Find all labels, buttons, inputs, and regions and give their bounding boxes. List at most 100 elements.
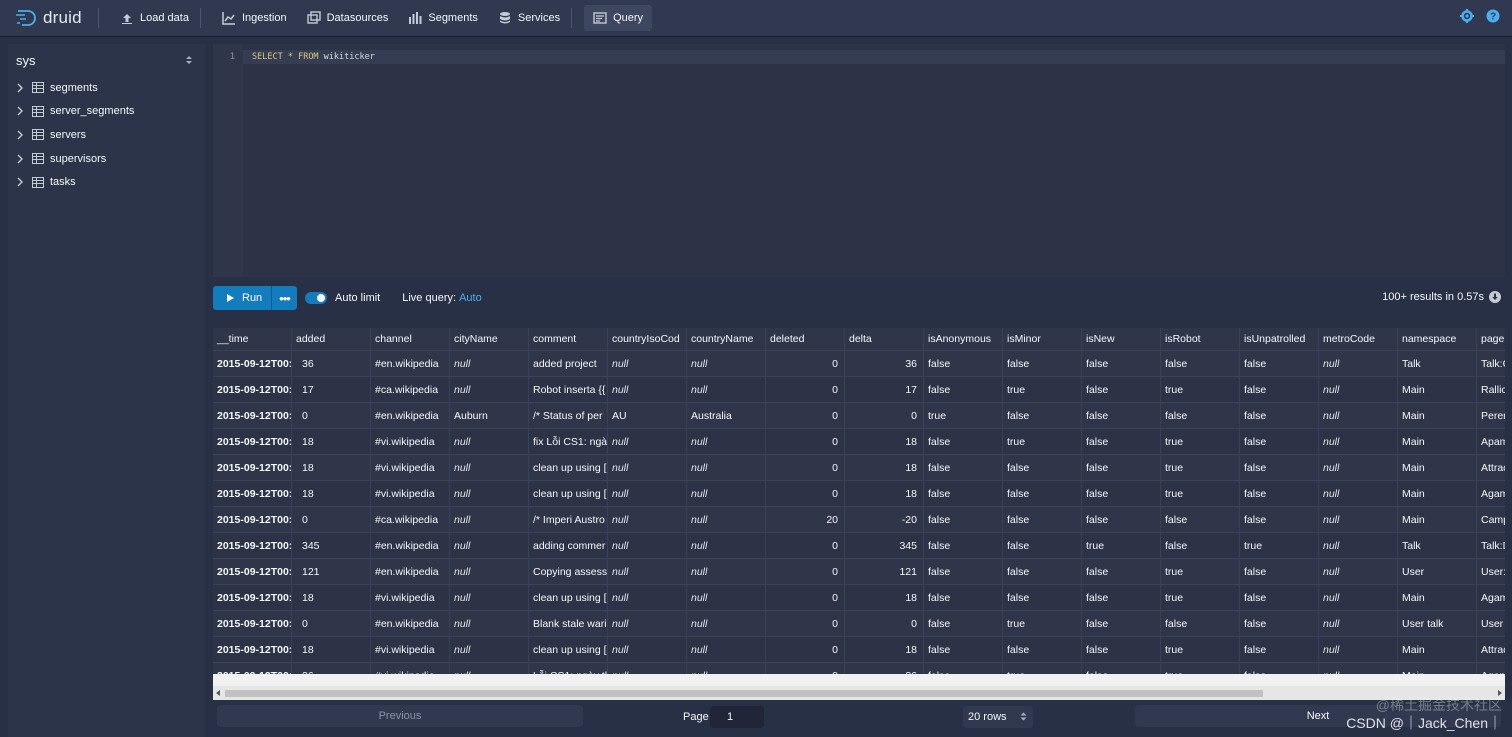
nav-ingestion[interactable]: Ingestion xyxy=(213,5,296,31)
table-cell: Attract xyxy=(1477,455,1505,481)
table-cell: Lỗi CS1: ngày th xyxy=(529,663,608,674)
nav-datasources[interactable]: Datasources xyxy=(298,5,398,31)
scroll-right-arrow-icon[interactable] xyxy=(1498,690,1502,696)
tree-item-segments[interactable]: segments xyxy=(8,76,205,100)
table-row: 2015-09-12T00: 0 #ca.wikipedia null/* Imper… xyxy=(213,506,1505,533)
table-cell: Main xyxy=(1398,663,1477,674)
tree-item-label: tasks xyxy=(50,176,76,189)
tree-item-tasks[interactable]: tasks xyxy=(8,170,205,194)
column-header[interactable]: isMinor xyxy=(1003,328,1082,350)
more-options-button[interactable]: ••• xyxy=(271,286,297,310)
table-cell: Main xyxy=(1398,637,1477,663)
table-cell: true xyxy=(1003,429,1082,455)
auto-limit-toggle[interactable] xyxy=(305,292,327,304)
column-header[interactable]: __time xyxy=(213,328,292,350)
table-cell: true xyxy=(1161,481,1240,507)
nav-load-data[interactable]: Load data xyxy=(111,5,198,31)
download-icon[interactable] xyxy=(1489,291,1501,303)
chevron-right-icon[interactable] xyxy=(16,83,24,93)
tree-item-server-segments[interactable]: server_segments xyxy=(8,100,205,124)
nav-separator xyxy=(571,8,573,28)
table-cell: true xyxy=(1240,533,1319,559)
run-button[interactable]: Run xyxy=(213,286,271,310)
table-cell: 2015-09-12T00: xyxy=(213,663,292,674)
rows-per-page-value: 20 rows xyxy=(968,711,1007,723)
column-header[interactable]: isUnpatrolled xyxy=(1240,328,1319,350)
table-cell: null xyxy=(608,507,687,533)
table-cell: false xyxy=(1082,637,1161,663)
column-header[interactable]: comment xyxy=(529,328,608,350)
chevron-right-icon[interactable] xyxy=(16,106,24,116)
table-cell: 18 xyxy=(845,429,924,455)
table-row: 2015-09-12T00: 0 #en.wikipedia Auburn/* Sta… xyxy=(213,402,1505,429)
nav-label: Services xyxy=(517,12,561,24)
chevron-right-icon[interactable] xyxy=(16,177,24,187)
table-cell: null xyxy=(450,585,529,611)
chevron-right-icon[interactable] xyxy=(16,154,24,164)
column-header[interactable]: delta xyxy=(845,328,924,350)
table-cell: false xyxy=(1082,585,1161,611)
column-header[interactable]: added xyxy=(292,328,371,350)
gear-icon[interactable] xyxy=(1460,9,1474,23)
druid-logo[interactable]: druid xyxy=(16,0,98,36)
table-cell: false xyxy=(1240,351,1319,377)
play-icon xyxy=(227,294,234,302)
column-header[interactable]: isAnonymous xyxy=(924,328,1003,350)
schema-select-value: sys xyxy=(16,52,36,68)
horizontal-scrollbar[interactable] xyxy=(213,674,1505,700)
double-caret-icon xyxy=(1020,712,1027,721)
sql-editor[interactable]: 1 SELECT * FROM wikiticker xyxy=(213,44,1505,277)
tree-item-supervisors[interactable]: supervisors xyxy=(8,147,205,171)
tree-item-servers[interactable]: servers xyxy=(8,123,205,147)
column-header[interactable]: metroCode xyxy=(1319,328,1398,350)
column-header[interactable]: countryName xyxy=(687,328,766,350)
table-cell: false xyxy=(1161,351,1240,377)
nav-segments[interactable]: Segments xyxy=(399,5,487,31)
chevron-right-icon[interactable] xyxy=(16,130,24,140)
table-cell: Talk xyxy=(1398,351,1477,377)
rows-per-page-select[interactable]: 20 rows xyxy=(963,706,1033,728)
table-cell: 18 xyxy=(292,637,371,663)
table-cell: false xyxy=(1082,351,1161,377)
column-header[interactable]: channel xyxy=(371,328,450,350)
top-navbar: druid Load data Ingestion Datasources Se… xyxy=(0,0,1512,36)
column-header[interactable]: namespace xyxy=(1398,328,1477,350)
previous-button[interactable]: Previous xyxy=(217,705,583,727)
live-query-button[interactable]: Live query: Auto xyxy=(402,292,481,304)
column-header[interactable]: isRobot xyxy=(1161,328,1240,350)
table-cell: #en.wikipedia xyxy=(371,403,450,429)
nav-label: Segments xyxy=(428,12,478,24)
nav-services[interactable]: Services xyxy=(489,5,569,31)
table-cell: false xyxy=(1161,507,1240,533)
column-header[interactable]: cityName xyxy=(450,328,529,350)
table-cell: null xyxy=(1319,585,1398,611)
table-cell: #vi.wikipedia xyxy=(371,481,450,507)
active-line-highlight xyxy=(243,50,1505,64)
table-cell: true xyxy=(1161,637,1240,663)
table-cell: #vi.wikipedia xyxy=(371,429,450,455)
column-header[interactable]: isNew xyxy=(1082,328,1161,350)
column-header[interactable]: countryIsoCod xyxy=(608,328,687,350)
next-button[interactable]: Next xyxy=(1135,705,1501,727)
table-cell: clean up using [ xyxy=(529,637,608,663)
schema-select[interactable]: sys xyxy=(8,44,205,76)
help-icon[interactable]: ? xyxy=(1486,9,1500,23)
results-info: 100+ results in 0.57s xyxy=(1382,291,1501,303)
table-cell: false xyxy=(1240,585,1319,611)
table-cell: 0 xyxy=(292,507,371,533)
table-cell: /* Imperi Austro xyxy=(529,507,608,533)
nav-query[interactable]: Query xyxy=(584,5,653,31)
table-cell: null xyxy=(608,585,687,611)
sql-code[interactable]: SELECT * FROM wikiticker xyxy=(252,52,375,62)
table-cell: 2015-09-12T00: xyxy=(213,585,292,611)
scrollbar-thumb[interactable] xyxy=(225,690,1263,697)
page-input[interactable]: 1 xyxy=(710,706,764,728)
table-cell: 17 xyxy=(292,377,371,403)
table-cell: null xyxy=(450,377,529,403)
table-cell: Main xyxy=(1398,429,1477,455)
table-cell: 0 xyxy=(766,663,845,674)
scroll-left-arrow-icon[interactable] xyxy=(216,690,220,696)
column-header[interactable]: deleted xyxy=(766,328,845,350)
table-cell: false xyxy=(1003,403,1082,429)
column-header[interactable]: page xyxy=(1477,328,1505,350)
